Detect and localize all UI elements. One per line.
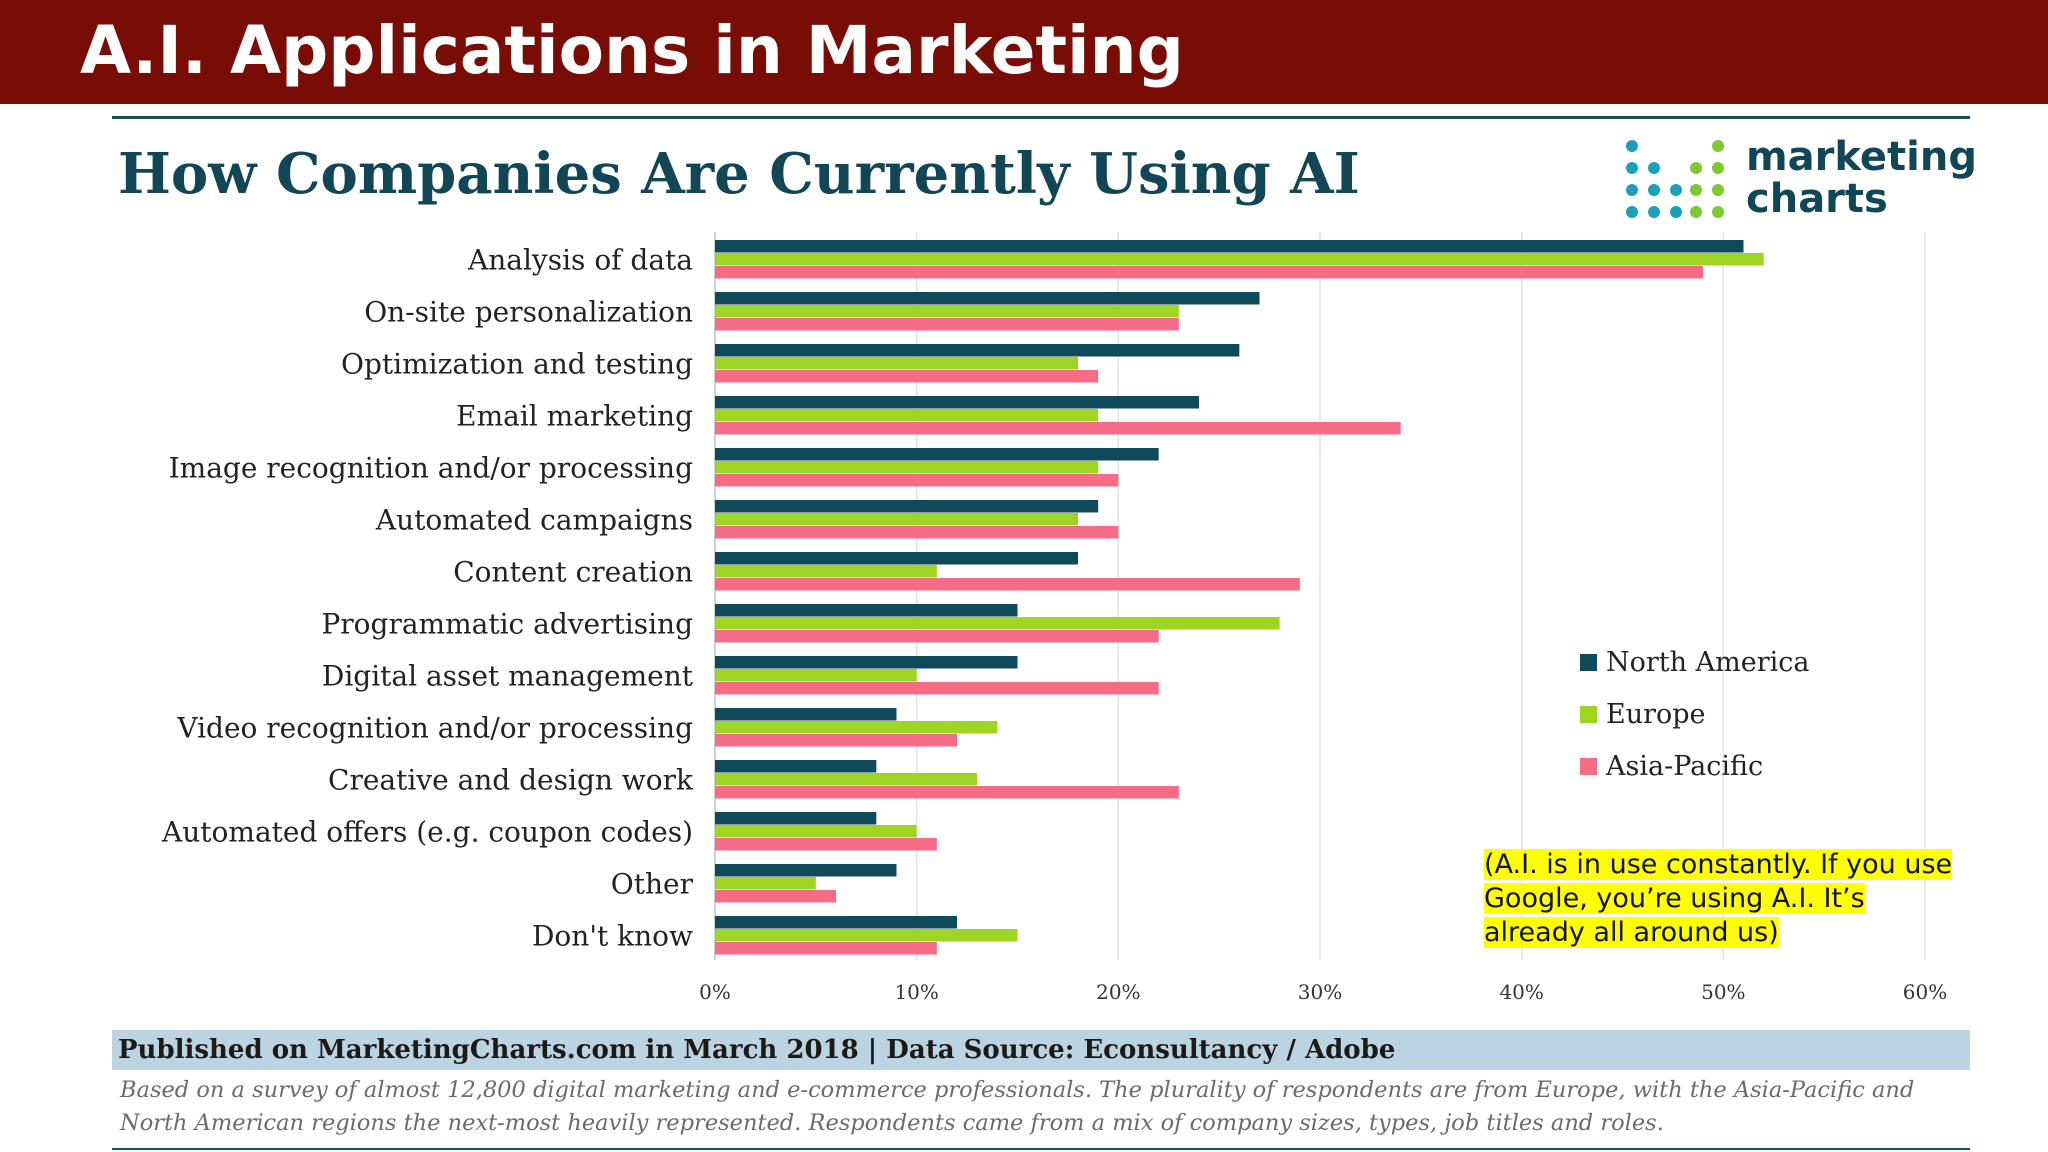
bar-north-america-email-marketing — [715, 396, 1199, 409]
bar-europe-digital-asset-management — [715, 669, 917, 682]
legend-label-europe: Europe — [1606, 698, 1706, 730]
legend-item-asia-pacific: Asia-Pacific — [1580, 740, 1880, 792]
x-tick-label: 30% — [1298, 980, 1342, 1004]
bar-europe-other — [715, 877, 816, 890]
chart-x-axis-ticks: 0% 10% 20% 30% 40% 50% 60% — [699, 980, 1947, 1004]
bar-europe-email-marketing — [715, 409, 1099, 422]
category-label-email-marketing: Email marketing — [456, 399, 693, 432]
bar-north-america-digital-asset-management — [715, 656, 1018, 669]
x-tick-label: 10% — [894, 980, 938, 1004]
logo-line-1: marketing — [1746, 134, 1977, 180]
bar-asia-pacific-image-recognition-and-or-processing — [715, 474, 1119, 487]
x-tick-label: 20% — [1096, 980, 1140, 1004]
bar-north-america-on-site-personalization — [715, 292, 1260, 305]
bar-asia-pacific-creative-and-design-work — [715, 786, 1179, 799]
bar-europe-don-t-know — [715, 929, 1018, 942]
footer-survey-note: Based on a survey of almost 12,800 digit… — [120, 1077, 1915, 1136]
logo-text: marketing charts — [1746, 136, 1977, 220]
bar-asia-pacific-optimization-and-testing — [715, 370, 1099, 383]
category-label-analysis-of-data: Analysis of data — [467, 243, 693, 276]
chart-category-labels: Analysis of data On-site personalization O… — [161, 243, 694, 952]
bar-europe-video-recognition-and-or-processing — [715, 721, 998, 734]
slide-header: A.I. Applications in Marketing — [0, 0, 2048, 104]
bar-asia-pacific-other — [715, 890, 836, 903]
bar-europe-on-site-personalization — [715, 305, 1179, 318]
bar-asia-pacific-automated-offers-e-g-coupon-codes — [715, 838, 937, 851]
bar-europe-image-recognition-and-or-processing — [715, 461, 1099, 474]
bar-north-america-other — [715, 864, 897, 877]
x-tick-label: 50% — [1701, 980, 1745, 1004]
bar-europe-content-creation — [715, 565, 937, 578]
bar-asia-pacific-don-t-know — [715, 942, 937, 955]
bar-asia-pacific-video-recognition-and-or-processing — [715, 734, 957, 747]
category-label-on-site-personalization: On-site personalization — [364, 295, 693, 328]
slide-title: A.I. Applications in Marketing — [80, 12, 1184, 89]
bar-north-america-programmatic-advertising — [715, 604, 1018, 617]
legend-item-north-america: North America — [1580, 636, 1880, 688]
bar-north-america-creative-and-design-work — [715, 760, 877, 773]
bar-europe-creative-and-design-work — [715, 773, 978, 786]
bar-asia-pacific-programmatic-advertising — [715, 630, 1159, 643]
legend-item-europe: Europe — [1580, 688, 1880, 740]
bar-north-america-content-creation — [715, 552, 1078, 565]
category-label-image-recognition-and-or-processing: Image recognition and/or processing — [169, 451, 693, 484]
highlighted-annotation: (A.I. is in use constantly. If you use G… — [1484, 848, 1974, 950]
category-label-programmatic-advertising: Programmatic advertising — [321, 607, 693, 640]
category-label-digital-asset-management: Digital asset management — [322, 659, 694, 692]
x-tick-label: 60% — [1903, 980, 1947, 1004]
category-label-video-recognition-and-or-processing: Video recognition and/or processing — [176, 711, 693, 744]
bar-asia-pacific-digital-asset-management — [715, 682, 1159, 695]
bar-europe-automated-campaigns — [715, 513, 1078, 526]
category-label-automated-campaigns: Automated campaigns — [375, 503, 693, 536]
bottom-divider — [112, 1148, 1970, 1150]
bar-north-america-automated-campaigns — [715, 500, 1099, 513]
bar-asia-pacific-automated-campaigns — [715, 526, 1119, 539]
bar-north-america-image-recognition-and-or-processing — [715, 448, 1159, 461]
category-label-other: Other — [611, 867, 694, 900]
bar-europe-analysis-of-data — [715, 253, 1764, 266]
dot-grid-logo-icon — [1626, 140, 1724, 218]
annotation-text: (A.I. is in use constantly. If you use G… — [1484, 849, 1953, 948]
bar-north-america-video-recognition-and-or-processing — [715, 708, 897, 721]
bar-asia-pacific-analysis-of-data — [715, 266, 1704, 279]
marketingcharts-logo: marketing charts — [1622, 136, 1977, 226]
chart-legend: North America Europe Asia-Pacific — [1580, 636, 1880, 792]
logo-line-2: charts — [1746, 176, 1888, 222]
bar-north-america-optimization-and-testing — [715, 344, 1240, 357]
legend-swatch-north-america — [1580, 653, 1597, 671]
legend-label-north-america: North America — [1606, 646, 1810, 678]
footer-source-bar: Published on MarketingCharts.com in Marc… — [112, 1030, 1970, 1070]
bar-asia-pacific-content-creation — [715, 578, 1300, 591]
category-label-automated-offers-e-g-coupon-codes: Automated offers (e.g. coupon codes) — [161, 815, 693, 848]
legend-label-asia-pacific: Asia-Pacific — [1606, 750, 1764, 782]
legend-swatch-europe — [1580, 705, 1597, 723]
bar-north-america-don-t-know — [715, 916, 957, 929]
bar-europe-programmatic-advertising — [715, 617, 1280, 630]
category-label-content-creation: Content creation — [453, 555, 693, 588]
bar-chart: Analysis of data On-site personalization O… — [161, 232, 1947, 1004]
bar-north-america-automated-offers-e-g-coupon-codes — [715, 812, 877, 825]
category-label-don-t-know: Don't know — [532, 919, 693, 952]
category-label-optimization-and-testing: Optimization and testing — [341, 347, 693, 380]
legend-swatch-asia-pacific — [1580, 757, 1597, 775]
chart-bars — [715, 240, 1764, 955]
footer-published: Published on MarketingCharts.com in Marc… — [118, 1035, 1396, 1065]
bar-asia-pacific-on-site-personalization — [715, 318, 1179, 331]
chart-title: How Companies Are Currently Using AI — [118, 141, 1360, 207]
x-tick-label: 40% — [1499, 980, 1543, 1004]
top-divider — [112, 116, 1970, 119]
bar-europe-optimization-and-testing — [715, 357, 1078, 370]
x-tick-label: 0% — [699, 980, 731, 1004]
category-label-creative-and-design-work: Creative and design work — [328, 763, 694, 796]
bar-europe-automated-offers-e-g-coupon-codes — [715, 825, 917, 838]
bar-asia-pacific-email-marketing — [715, 422, 1401, 435]
bar-north-america-analysis-of-data — [715, 240, 1744, 253]
